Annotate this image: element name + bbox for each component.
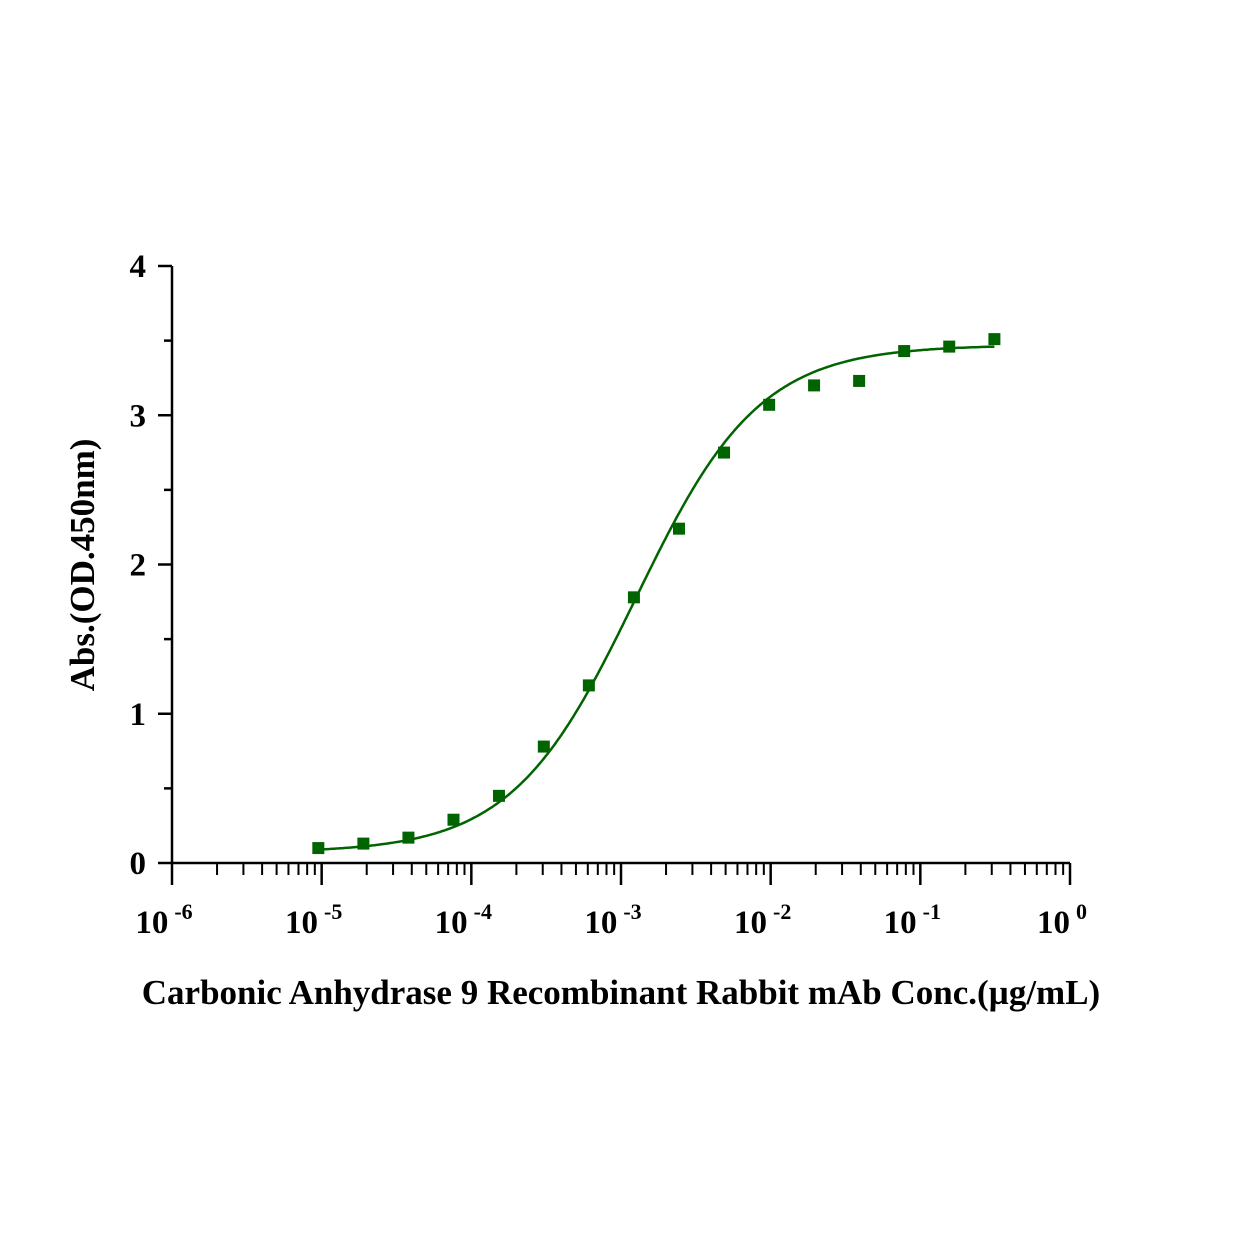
data-point	[312, 842, 325, 855]
data-point	[763, 398, 776, 411]
x-tick-label: 10 -1	[884, 899, 941, 941]
fit-curve-group	[318, 345, 995, 851]
y-tick-label: 2	[130, 548, 147, 584]
y-tick-label: 1	[130, 697, 147, 733]
x-tick-label: 10 -6	[135, 899, 192, 941]
data-point	[537, 740, 550, 753]
data-point	[357, 837, 370, 850]
data-point	[943, 340, 956, 353]
x-tick-label: 10 0	[1037, 899, 1087, 941]
x-axis-title: Carbonic Anhydrase 9 Recombinant Rabbit …	[142, 973, 1100, 1012]
y-tick-label: 4	[130, 249, 147, 285]
y-tick-label: 0	[130, 846, 147, 882]
x-tick-label: 10 -2	[734, 899, 791, 941]
data-point	[988, 333, 1001, 346]
axes: 0 1 2 3 4 10 -6 10 -5 10 -4 10 -3 10 -2 10 -1 10 0	[130, 249, 1088, 941]
x-tick-label: 10 -4	[435, 899, 492, 941]
x-tick-label: 10 -5	[285, 899, 342, 941]
data-point	[492, 789, 505, 802]
data-points	[312, 333, 1001, 855]
data-point	[718, 446, 731, 459]
data-point	[582, 679, 595, 692]
data-point	[627, 591, 640, 604]
data-point	[898, 345, 911, 358]
fit-curve	[318, 345, 995, 851]
data-point	[808, 379, 821, 392]
data-point	[672, 522, 685, 535]
y-axis-title: Abs.(OD.450nm)	[63, 439, 102, 692]
y-tick-label: 3	[130, 398, 147, 434]
data-point	[402, 831, 415, 844]
data-point	[853, 374, 866, 387]
data-point	[447, 813, 460, 826]
x-tick-label: 10 -3	[584, 899, 641, 941]
